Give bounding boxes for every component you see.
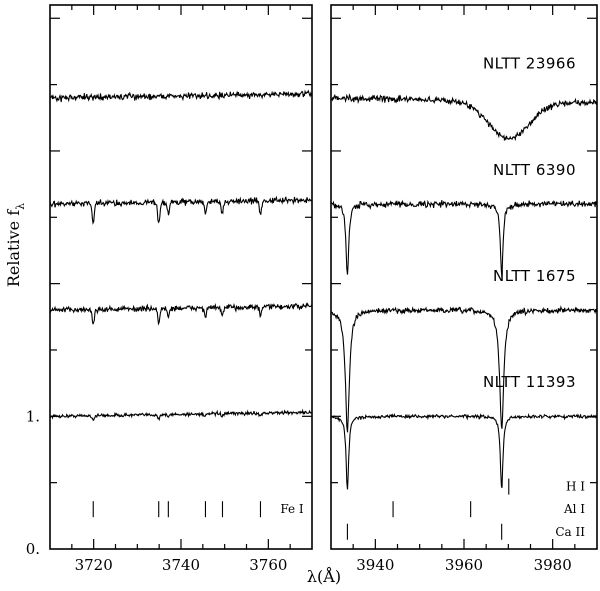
y-tick-labels: 0. 1.	[26, 407, 40, 558]
x-tick-label: 3760	[249, 556, 287, 574]
spectrum-nltt-6390	[330, 199, 598, 278]
x-tick-label: 3960	[445, 556, 483, 574]
x-tick-label: 3980	[534, 556, 572, 574]
star-label: NLTT 23966	[483, 55, 576, 73]
y-axis-label-subscript: λ	[14, 203, 27, 210]
panel-right: 3940 3960 3980 H IAl ICa II NLTT 11393NLTT…	[330, 4, 598, 574]
spectrum-nltt-11393	[49, 408, 313, 422]
panel-left-line-markers: Fe I	[92, 501, 304, 518]
panel-right-star-labels: NLTT 11393 NLTT 1675 NLTT 6390 NLTT 23966	[483, 55, 576, 391]
spectrum-nltt-11393	[330, 412, 598, 490]
y-axis-label: Relative fλ	[4, 203, 27, 287]
line-marker-label: Fe I	[280, 502, 304, 516]
spectrum-nltt-23966	[330, 93, 598, 142]
panel-left-ticks: 3720 3740 3760	[50, 5, 312, 574]
panel-right-line-markers: H I Al I Ca II	[346, 478, 585, 540]
y-tick-label: 0.	[26, 540, 40, 558]
y-axis-label-main: Relative f	[4, 209, 23, 287]
panel-left: 3720 3740 3760 Fe I	[49, 4, 313, 574]
spectrum-nltt-1675	[330, 305, 598, 433]
x-tick-label: 3740	[162, 556, 200, 574]
star-label: NLTT 6390	[493, 161, 576, 179]
star-label: NLTT 1675	[493, 267, 576, 285]
panel-left-spectra	[49, 89, 313, 422]
star-label: NLTT 11393	[483, 373, 576, 391]
x-tick-label: 3940	[356, 556, 394, 574]
spectrum-nltt-23966	[49, 89, 313, 103]
panel-left-frame	[49, 4, 313, 550]
line-marker-label: Al I	[563, 502, 585, 516]
spectrum-nltt-6390	[49, 195, 313, 225]
panel-right-ticks: 3940 3960 3980	[331, 5, 597, 574]
x-tick-label: 3720	[75, 556, 113, 574]
panel-right-spectra	[330, 93, 598, 490]
x-axis-label: λ(Å)	[307, 566, 341, 586]
line-marker-label: H I	[566, 480, 585, 494]
y-tick-label: 1.	[26, 407, 40, 425]
line-marker-label: Ca II	[555, 525, 585, 539]
spectrum-nltt-1675	[49, 302, 313, 326]
